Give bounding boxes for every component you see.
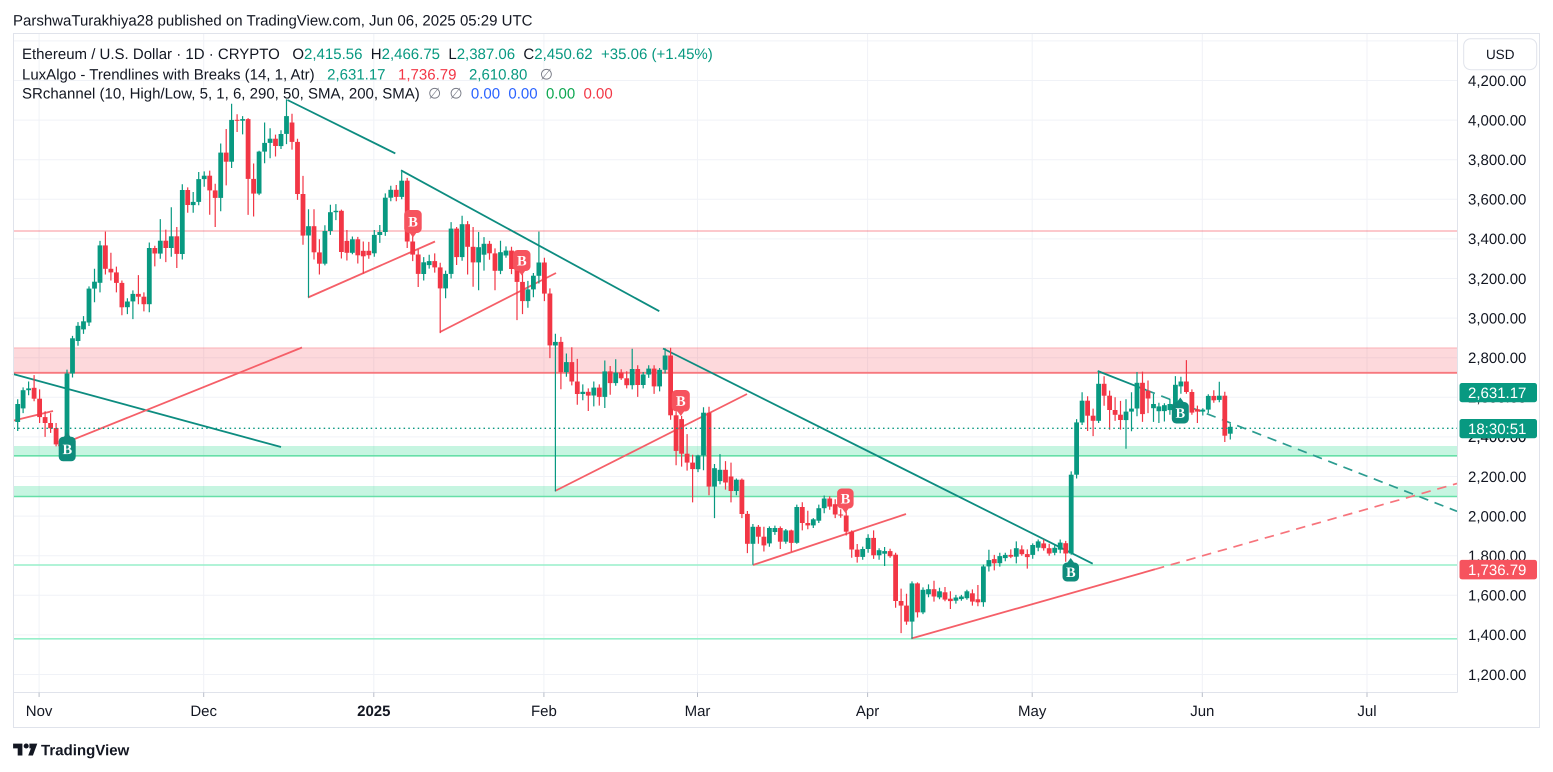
svg-text:SRchannel (10, High/Low, 5, 1,: SRchannel (10, High/Low, 5, 1, 6, 290, 5… [22, 86, 613, 103]
svg-text:2,200.00: 2,200.00 [1468, 469, 1526, 486]
svg-text:Apr: Apr [856, 703, 879, 720]
svg-text:2025: 2025 [357, 703, 390, 720]
svg-text:Dec: Dec [190, 703, 217, 720]
svg-text:3,600.00: 3,600.00 [1468, 192, 1526, 209]
svg-text:May: May [1018, 703, 1047, 720]
svg-text:3,800.00: 3,800.00 [1468, 152, 1526, 169]
svg-text:3,400.00: 3,400.00 [1468, 231, 1526, 248]
svg-text:Mar: Mar [685, 703, 711, 720]
svg-text:2,000.00: 2,000.00 [1468, 508, 1526, 525]
svg-text:1,600.00: 1,600.00 [1468, 588, 1526, 605]
svg-text:ParshwaTurakhiya28 published o: ParshwaTurakhiya28 published on TradingV… [13, 13, 533, 30]
svg-text:18:30:51: 18:30:51 [1468, 421, 1526, 438]
svg-text:3,200.00: 3,200.00 [1468, 271, 1526, 288]
svg-text:2,631.17: 2,631.17 [1468, 385, 1526, 402]
svg-text:Jul: Jul [1357, 703, 1376, 720]
svg-text:Nov: Nov [26, 703, 53, 720]
svg-text:LuxAlgo - Trendlines with Brea: LuxAlgo - Trendlines with Breaks (14, 1,… [22, 67, 553, 84]
svg-text:3,000.00: 3,000.00 [1468, 310, 1526, 327]
svg-text:Jun: Jun [1190, 703, 1214, 720]
svg-text:USD: USD [1486, 47, 1515, 62]
svg-text:Ethereum / U.S. Dollar · 1D ·: Ethereum / U.S. Dollar · 1D · CRYPTO O2,… [22, 46, 713, 63]
svg-text:1,400.00: 1,400.00 [1468, 627, 1526, 644]
svg-text:4,200.00: 4,200.00 [1468, 73, 1526, 90]
svg-text:1,736.79: 1,736.79 [1468, 562, 1526, 579]
svg-text:2,800.00: 2,800.00 [1468, 350, 1526, 367]
svg-text:1,200.00: 1,200.00 [1468, 667, 1526, 684]
svg-text:Feb: Feb [531, 703, 557, 720]
svg-text:4,000.00: 4,000.00 [1468, 112, 1526, 129]
